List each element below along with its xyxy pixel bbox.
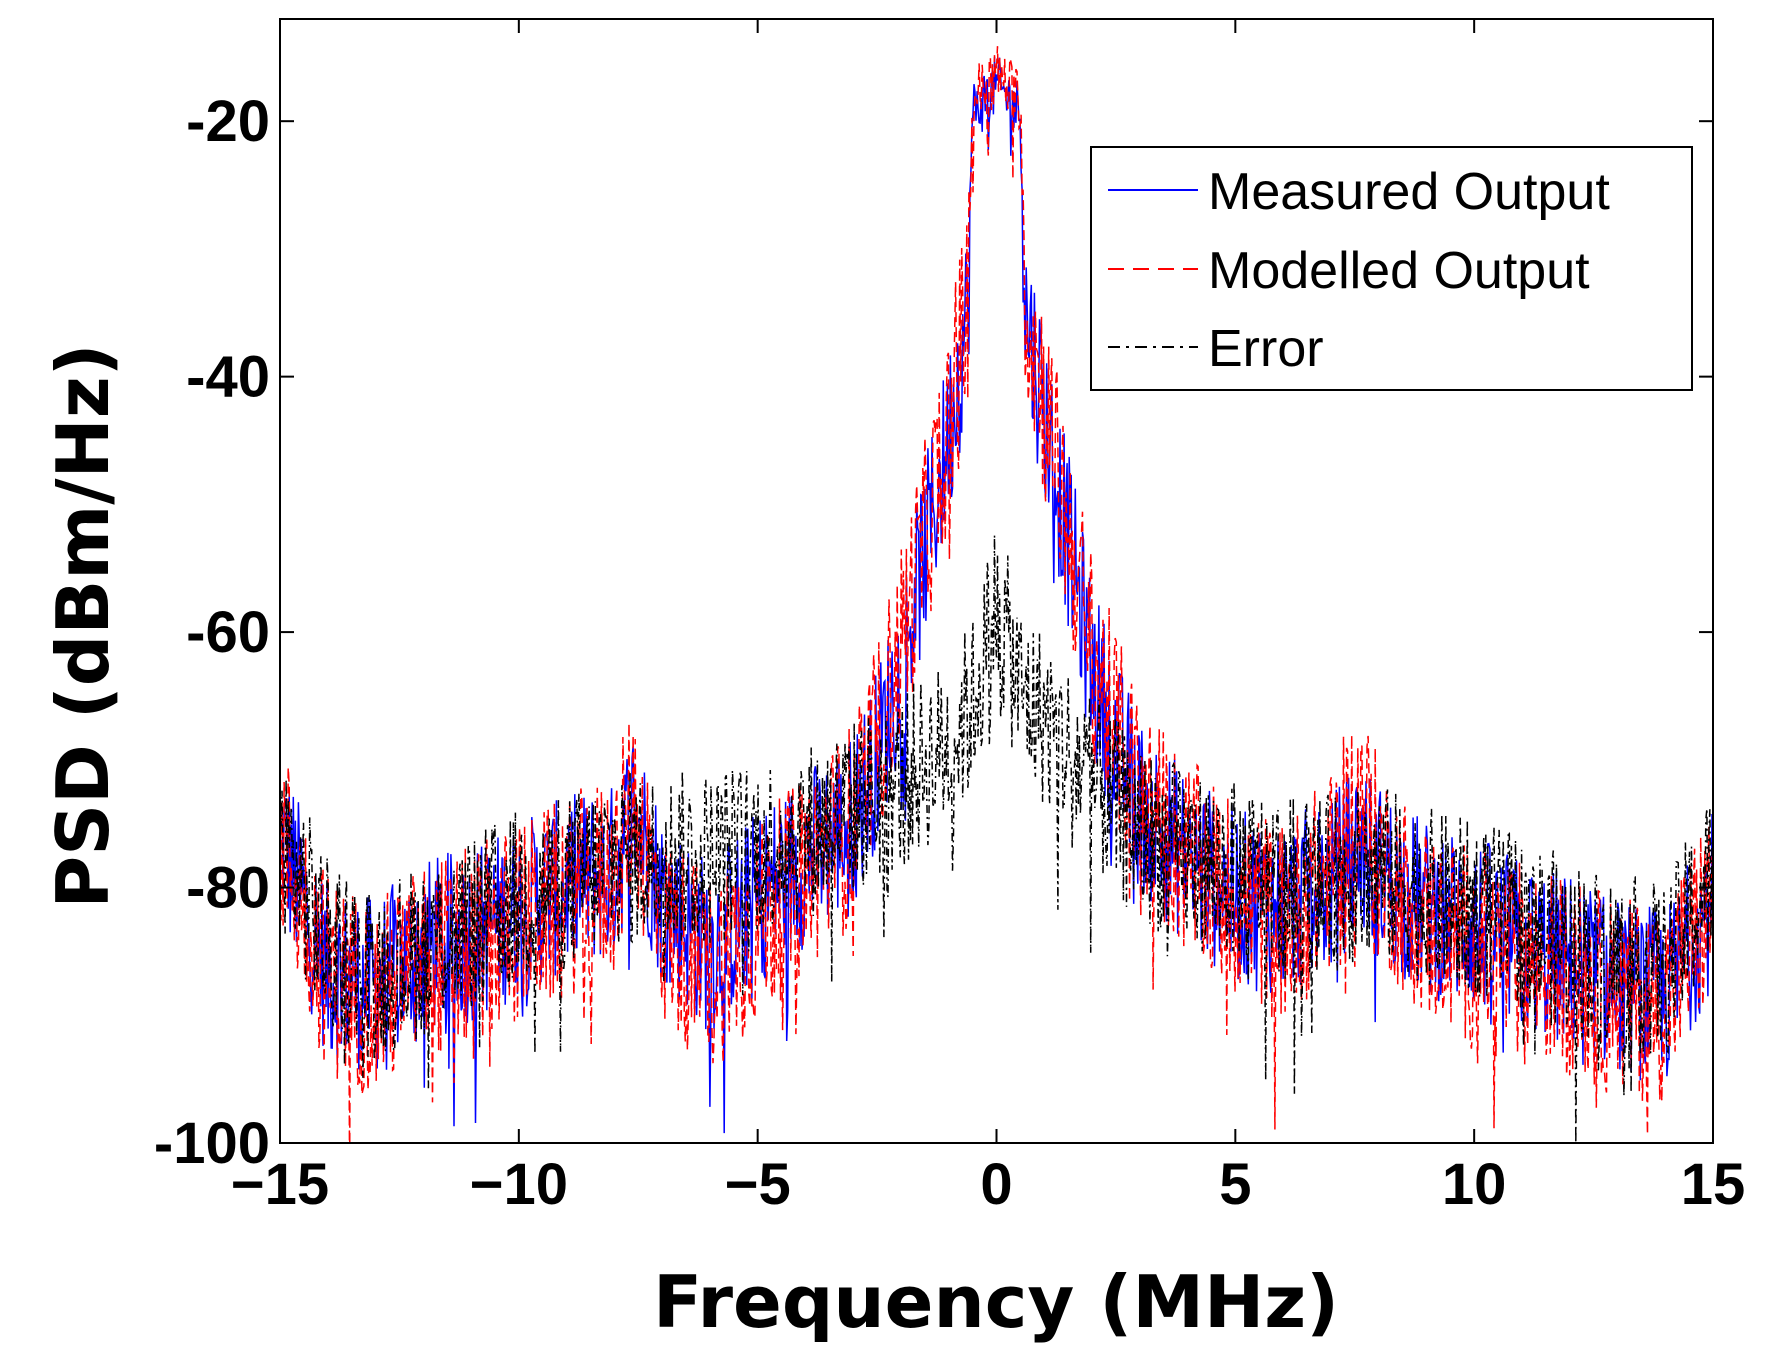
y-tick-label: -40 <box>186 345 270 410</box>
x-tick-label: −10 <box>470 1152 568 1217</box>
y-tick-label: -60 <box>186 600 270 665</box>
x-axis-title: Frequency (MHz) <box>653 1260 1339 1344</box>
x-tick-label: 5 <box>1219 1152 1251 1217</box>
x-tick-label: 10 <box>1442 1152 1507 1217</box>
legend-label-error: Error <box>1208 320 1324 378</box>
y-tick-label: -20 <box>186 89 270 154</box>
series-error <box>280 535 1713 1143</box>
x-tick-label: −5 <box>725 1152 791 1217</box>
series-layer <box>280 46 1713 1143</box>
legend-label-modelled: Modelled Output <box>1208 242 1590 300</box>
series-modelled-output <box>280 46 1713 1143</box>
x-tick-label: −15 <box>231 1152 329 1217</box>
legend-label-measured: Measured Output <box>1208 163 1610 221</box>
y-tick-label: -100 <box>154 1111 270 1176</box>
x-tick-label: 0 <box>980 1152 1012 1217</box>
x-tick-label: 15 <box>1681 1152 1746 1217</box>
y-axis-title: PSD (dBm/Hz) <box>41 343 125 908</box>
y-tick-label: -80 <box>186 856 270 921</box>
legend: Measured Output Modelled Output Error <box>1090 146 1693 391</box>
tick-layer <box>279 19 1714 1144</box>
tick-label-layer: −15 −10 −5 0 5 10 15 -100 -80 -60 -40 -20 <box>154 89 1745 1217</box>
legend-box <box>1090 146 1693 391</box>
